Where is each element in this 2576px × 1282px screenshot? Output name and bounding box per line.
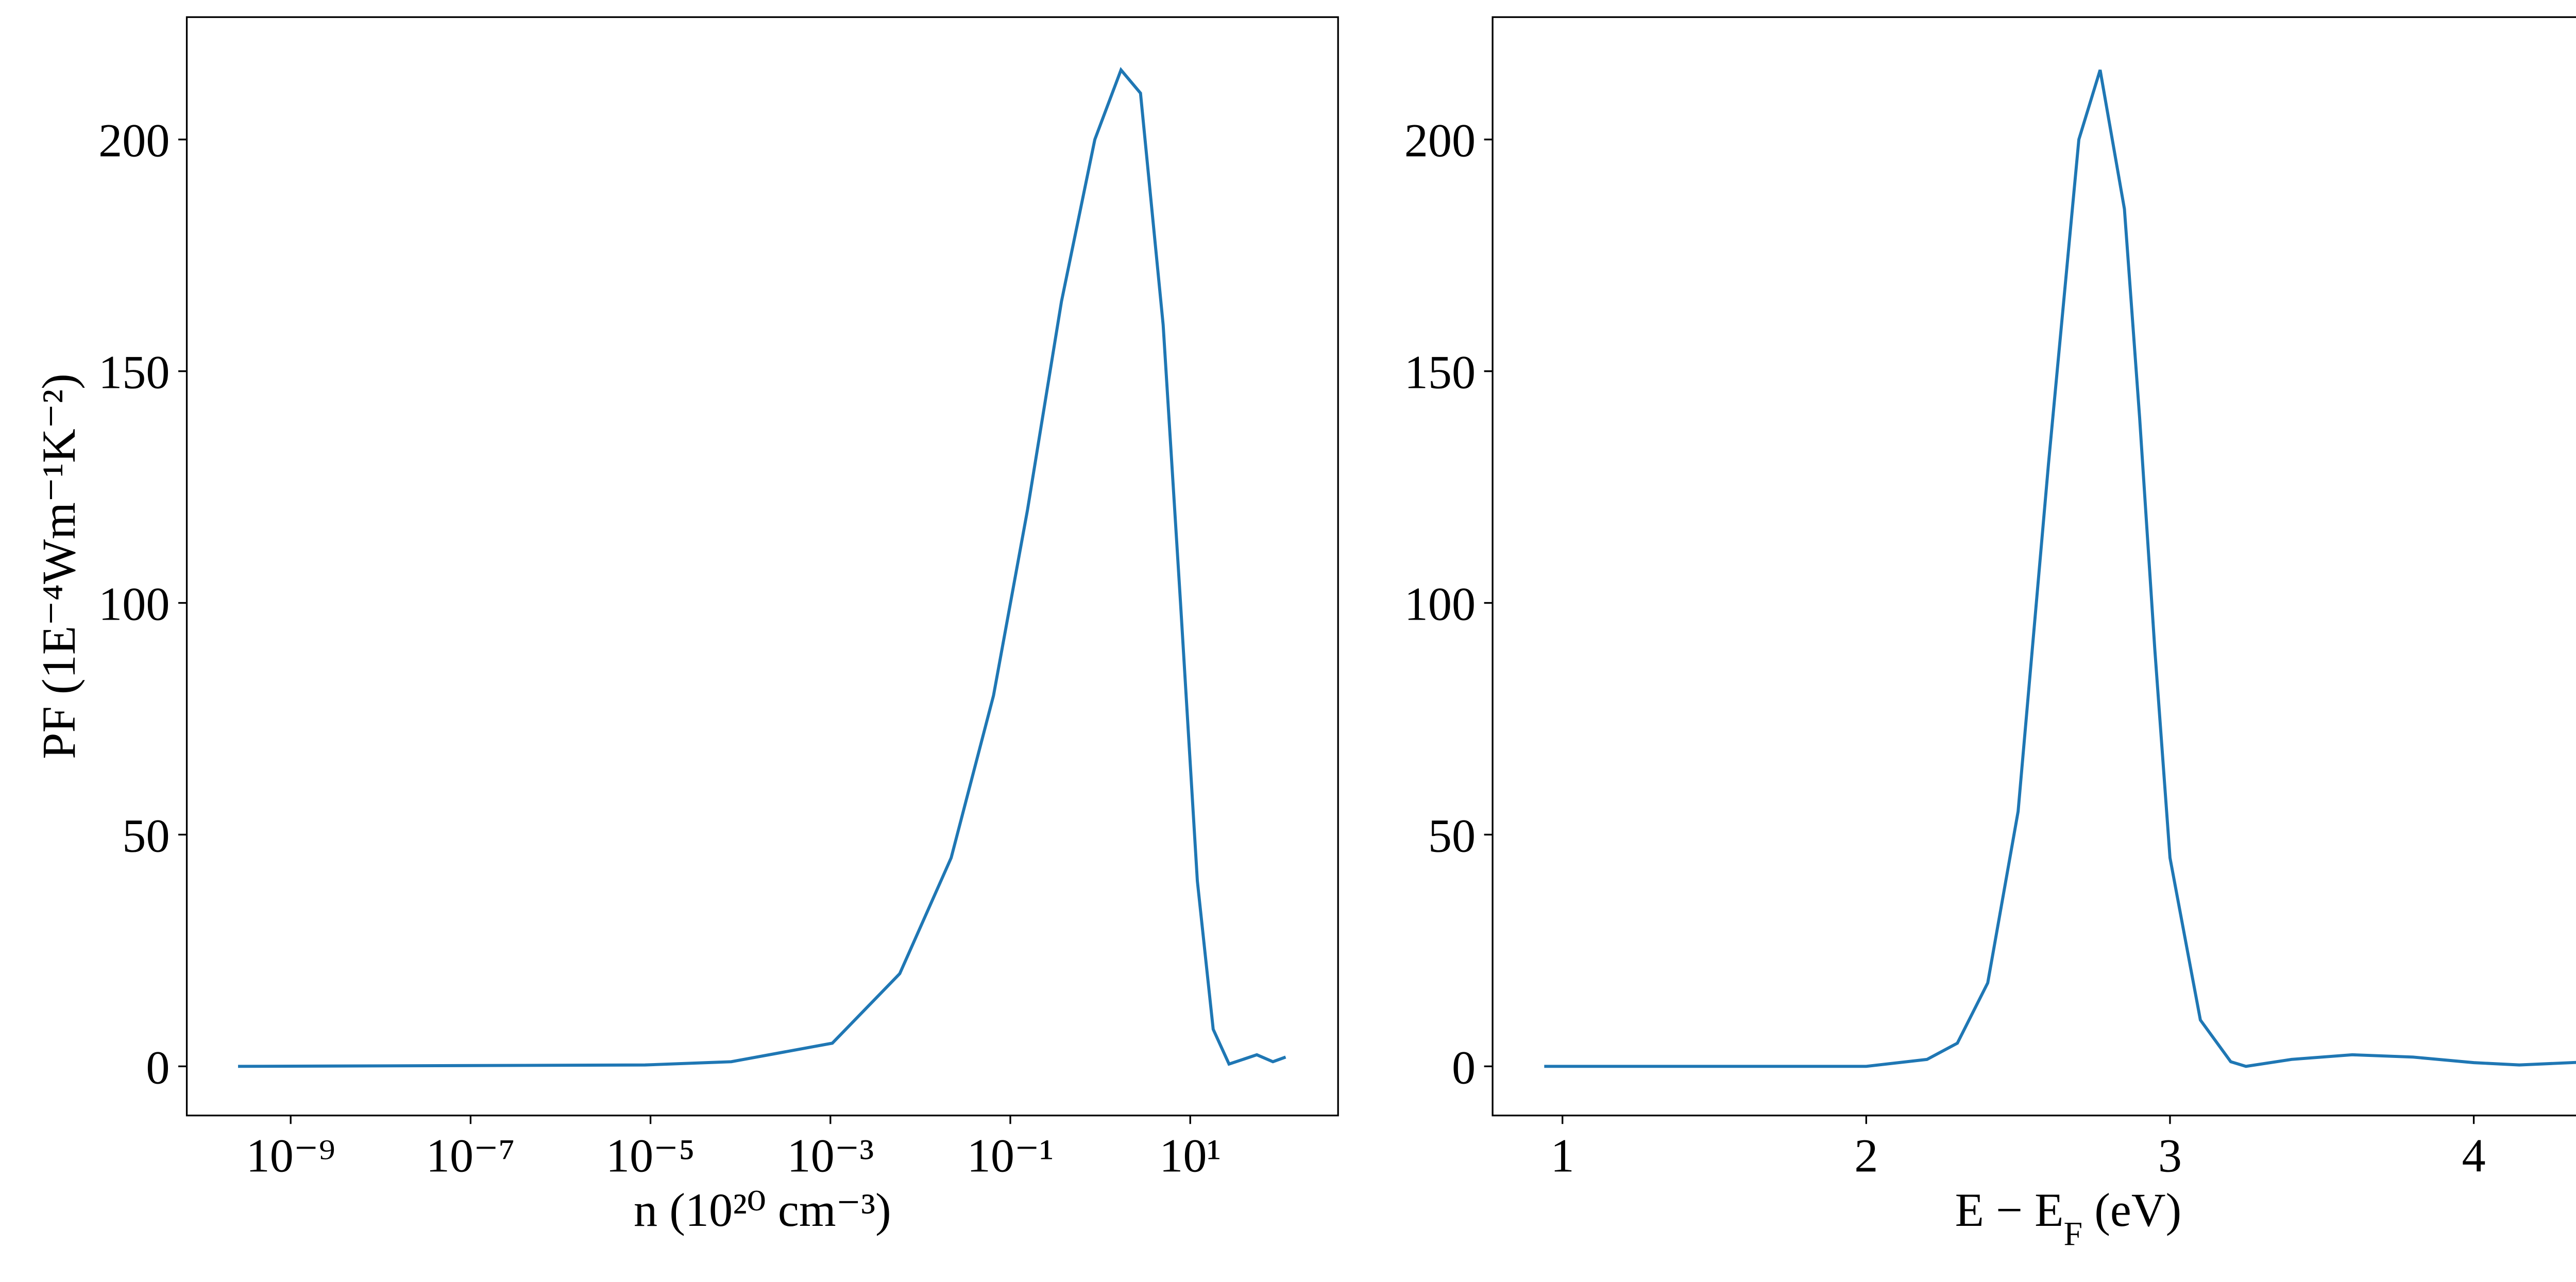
y-axis-label: PF (1E⁻⁴Wm⁻¹K⁻²) [32,373,85,759]
x-tick-label: 10⁻³ [787,1129,874,1182]
y-tick-label: 200 [1404,114,1476,167]
y-tick-label: 100 [1404,578,1476,630]
x-tick-label: 10⁻⁵ [606,1129,695,1182]
x-tick-label: 2 [1854,1129,1878,1182]
x-tick-label: 10¹ [1159,1129,1221,1182]
x-tick-label: 3 [2158,1129,2182,1182]
y-tick-label: 50 [1428,809,1476,862]
x-axis-label: E − EF (eV) [1955,1184,2182,1253]
x-tick-label: 1 [1551,1129,1574,1182]
plot-frame [1492,16,2576,1117]
line-series [1544,69,2576,1068]
line-series [238,67,1286,1068]
plot-frame [185,16,1339,1117]
x-tick-label: 10⁻⁷ [426,1129,515,1182]
y-tick-label: 0 [1452,1041,1476,1093]
chart-panel: 0 50 100 150 200 10⁻⁹ 10⁻⁷ 10⁻⁵ 10⁻³ 10⁻¹ 10¹ n (10… [32,16,1339,1236]
y-tick-label: 50 [122,809,170,862]
y-tick-label: 150 [98,346,170,399]
y-tick-label: 150 [1404,346,1476,399]
x-tick-label: 10⁻¹ [967,1129,1054,1182]
x-tick-label: 10⁻⁹ [246,1129,335,1182]
chart-panel: 0 50 100 150 200 1 2 3 4 E − EF (eV) [1404,16,2576,1253]
y-tick-label: 200 [98,114,170,167]
x-tick-label: 4 [2462,1129,2485,1182]
y-tick-label: 100 [98,578,170,630]
y-tick-label: 0 [146,1041,170,1093]
x-axis-label: n (10²⁰ cm⁻³) [634,1184,891,1236]
